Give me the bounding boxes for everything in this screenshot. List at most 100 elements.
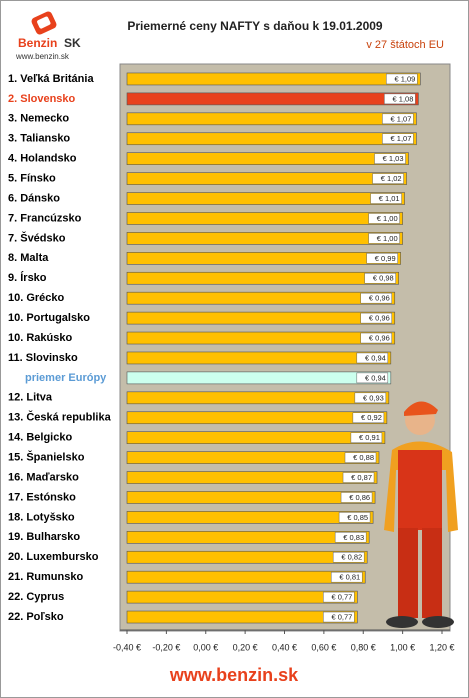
- y-tick-label: 21. Rumunsko: [8, 571, 83, 583]
- bar: [126, 291, 396, 305]
- value-label: € 1,07: [391, 114, 412, 123]
- bar: [126, 271, 399, 285]
- value-label-box: [338, 512, 371, 523]
- y-tick-label: 19. Bulharsko: [8, 531, 80, 543]
- value-label: € 0,77: [331, 593, 352, 602]
- x-tick-label: 0,80 €: [351, 642, 376, 652]
- value-label: € 0,96: [369, 314, 390, 323]
- bar: [126, 192, 405, 205]
- value-label: € 0,94: [365, 373, 386, 382]
- value-label: € 1,00: [377, 234, 398, 243]
- value-label-box: [384, 93, 416, 105]
- y-tick-label: 10. Grécko: [8, 292, 65, 304]
- value-label: € 0,93: [363, 393, 384, 402]
- value-label: € 0,98: [373, 274, 394, 283]
- bar: [126, 92, 419, 106]
- value-label-box: [364, 273, 396, 284]
- value-label: € 0,92: [361, 413, 382, 422]
- y-tick-label: 18. Lotyšsko: [8, 511, 75, 523]
- y-tick-label: 22. Poľsko: [8, 611, 64, 623]
- y-tick-label: 11. Slovinsko: [8, 352, 78, 364]
- bar: [126, 590, 358, 604]
- bar: [126, 351, 392, 365]
- value-label: € 0,82: [341, 553, 362, 562]
- footer: www.benzin.sk: [169, 665, 299, 685]
- bar: [126, 411, 388, 425]
- bar: [126, 72, 421, 86]
- y-tick-label: 12. Litva: [8, 392, 53, 404]
- value-label-box: [356, 372, 389, 384]
- y-tick-label: 5. Fínsko: [8, 173, 56, 185]
- value-label-box: [374, 153, 406, 164]
- logo-name: Benzin: [18, 36, 57, 50]
- value-label-box: [382, 133, 414, 144]
- bar: [126, 491, 376, 504]
- y-tick-label: 3. Nemecko: [8, 113, 69, 125]
- y-tick-label: 22. Cyprus: [8, 591, 64, 603]
- bar: [126, 371, 392, 385]
- y-tick-label: 8. Malta: [8, 252, 49, 264]
- value-label: € 1,07: [391, 134, 412, 143]
- y-tick-label: 10. Rakúsko: [8, 332, 72, 344]
- logo: Benzin SK www.benzin.sk: [15, 11, 81, 61]
- chart-title: Priemerné ceny NAFTY s daňou k 19.01.200…: [127, 19, 383, 33]
- value-label: € 1,08: [393, 94, 414, 103]
- value-label: € 0,83: [343, 533, 364, 542]
- x-tick-label: 0,20 €: [233, 642, 258, 652]
- value-label: € 0,88: [353, 453, 374, 462]
- value-label: € 0,86: [349, 493, 370, 502]
- x-tick-label: -0,40 €: [113, 642, 141, 652]
- value-label: € 0,94: [365, 353, 386, 362]
- mascot: [384, 401, 458, 628]
- x-tick-label: 1,00 €: [390, 642, 415, 652]
- bar: [126, 232, 403, 245]
- bar: [126, 610, 358, 624]
- value-label-box: [368, 213, 400, 224]
- value-label: € 0,77: [331, 613, 352, 622]
- bar: [126, 550, 368, 564]
- y-tick-label: 9. Írsko: [8, 271, 47, 284]
- value-label: € 1,03: [383, 154, 404, 163]
- value-label-box: [386, 73, 418, 85]
- value-label: € 1,00: [377, 214, 398, 223]
- value-label-box: [340, 492, 373, 503]
- value-label-box: [334, 532, 367, 543]
- x-tick-label: -0,20 €: [152, 642, 180, 652]
- value-label-box: [360, 332, 392, 344]
- x-tick-label: 0,40 €: [272, 642, 297, 652]
- bar: [126, 570, 366, 584]
- y-tick-label: priemer Európy: [25, 372, 107, 384]
- y-tick-label: 14. Belgicko: [8, 432, 72, 444]
- bar: [126, 431, 386, 444]
- value-label-box: [360, 292, 392, 304]
- logo-suffix: SK: [64, 36, 81, 50]
- value-label-box: [372, 173, 404, 184]
- y-tick-label: 3. Taliansko: [8, 133, 70, 145]
- bar: [126, 391, 390, 405]
- bar: [126, 311, 396, 325]
- y-tick-label: 16. Maďarsko: [8, 471, 79, 483]
- bar: [126, 531, 370, 544]
- logo-url: www.benzin.sk: [15, 52, 70, 61]
- value-label-box: [342, 472, 375, 483]
- y-tick-label: 13. Česká republika: [8, 411, 112, 424]
- x-tick-label: 1,20 €: [429, 642, 454, 652]
- value-label: € 0,99: [375, 254, 396, 263]
- bar: [126, 471, 378, 484]
- y-tick-label: 6. Dánsko: [8, 192, 60, 204]
- bar: [126, 132, 417, 146]
- value-label-box: [382, 113, 414, 125]
- y-tick-label: 15. Španielsko: [8, 451, 85, 464]
- bar: [126, 511, 374, 524]
- value-label: € 0,91: [359, 433, 380, 442]
- chart-subtitle: v 27 štátoch EU: [366, 39, 444, 51]
- value-label-box: [323, 591, 355, 603]
- value-label-box: [354, 392, 387, 404]
- value-label-box: [350, 432, 383, 443]
- value-label: € 1,09: [394, 74, 415, 83]
- y-tick-label: 1. Veľká Británia: [8, 73, 94, 85]
- bar: [126, 331, 396, 345]
- x-tick-label: 0,00 €: [193, 642, 218, 652]
- bar: [126, 152, 409, 165]
